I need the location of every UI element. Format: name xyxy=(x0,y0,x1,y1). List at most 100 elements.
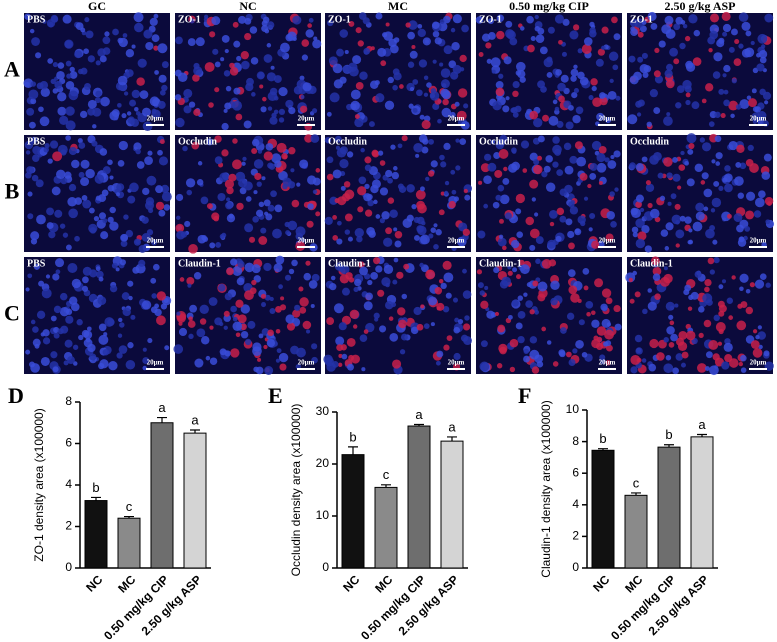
cell xyxy=(596,336,603,343)
cell xyxy=(199,318,207,325)
cell xyxy=(441,90,451,100)
cell xyxy=(479,290,485,296)
cell xyxy=(161,61,169,69)
cell xyxy=(352,324,358,329)
cell xyxy=(686,133,697,144)
cell xyxy=(145,41,154,51)
cell xyxy=(39,81,49,90)
cell xyxy=(379,187,389,196)
cell xyxy=(477,282,484,289)
cell xyxy=(266,21,275,29)
cell xyxy=(65,308,73,316)
cell xyxy=(355,27,362,34)
cell xyxy=(753,210,762,218)
cell xyxy=(591,85,597,92)
cell xyxy=(502,105,510,113)
cell xyxy=(514,105,522,113)
bar xyxy=(407,425,431,569)
cell xyxy=(442,305,450,313)
cell xyxy=(334,135,342,143)
cell xyxy=(205,355,211,361)
cell xyxy=(287,31,297,41)
cell xyxy=(138,245,147,253)
cell xyxy=(518,259,525,266)
cell xyxy=(118,140,128,151)
cell xyxy=(332,215,337,220)
cell xyxy=(515,193,526,204)
cell xyxy=(438,209,445,216)
stain-label: Claudin-1 xyxy=(328,258,371,269)
cell xyxy=(660,229,669,237)
cell xyxy=(568,104,574,111)
cell xyxy=(109,206,116,214)
cell xyxy=(117,75,128,86)
cell xyxy=(464,315,470,321)
cell xyxy=(331,360,339,368)
cell xyxy=(738,43,744,49)
cell xyxy=(367,279,373,286)
cell xyxy=(197,161,203,166)
cell xyxy=(523,355,530,363)
cell xyxy=(634,18,644,28)
cell xyxy=(637,231,647,241)
micrograph xyxy=(174,13,322,131)
cell xyxy=(672,367,679,375)
cell xyxy=(339,76,347,84)
cell xyxy=(279,42,290,53)
x-tick-label: MC xyxy=(372,572,395,595)
cell xyxy=(299,306,307,314)
cell xyxy=(609,78,614,84)
cell xyxy=(552,161,559,168)
cell xyxy=(288,106,296,115)
cell xyxy=(153,45,159,51)
cell xyxy=(357,186,367,196)
cell xyxy=(495,80,504,89)
cell xyxy=(573,24,580,31)
cell xyxy=(722,73,727,78)
cell xyxy=(50,351,58,359)
cell xyxy=(561,51,568,57)
cell xyxy=(269,116,278,125)
cell xyxy=(381,277,391,287)
cell xyxy=(511,299,519,307)
cell xyxy=(26,107,35,116)
cell xyxy=(250,57,259,65)
cell xyxy=(534,14,539,20)
cell xyxy=(417,203,427,214)
cell xyxy=(635,238,646,249)
cell xyxy=(478,52,484,57)
cell xyxy=(598,181,603,186)
cell xyxy=(685,62,696,72)
cell xyxy=(402,218,413,228)
cell xyxy=(192,74,200,82)
cell xyxy=(533,158,540,165)
cell xyxy=(260,106,267,113)
cell xyxy=(654,293,661,300)
cell xyxy=(150,277,157,284)
cell xyxy=(223,108,228,113)
cell xyxy=(512,90,519,98)
bar xyxy=(150,422,174,569)
cell xyxy=(459,54,467,63)
cell xyxy=(344,229,351,235)
cell xyxy=(428,233,434,239)
cell xyxy=(306,329,311,334)
cell xyxy=(426,82,432,88)
cell xyxy=(744,226,751,232)
cell xyxy=(115,267,120,272)
cell xyxy=(718,88,725,95)
cell xyxy=(452,14,462,24)
cell xyxy=(287,220,298,231)
cell xyxy=(303,272,312,281)
cell xyxy=(690,291,699,300)
cell xyxy=(417,28,426,38)
cell xyxy=(260,293,267,299)
cell xyxy=(335,336,345,346)
cell xyxy=(647,288,653,293)
micrograph xyxy=(476,134,622,252)
cell xyxy=(273,263,283,273)
cell xyxy=(125,49,135,58)
cell xyxy=(562,18,570,26)
cell xyxy=(418,59,428,68)
cell xyxy=(224,48,229,54)
